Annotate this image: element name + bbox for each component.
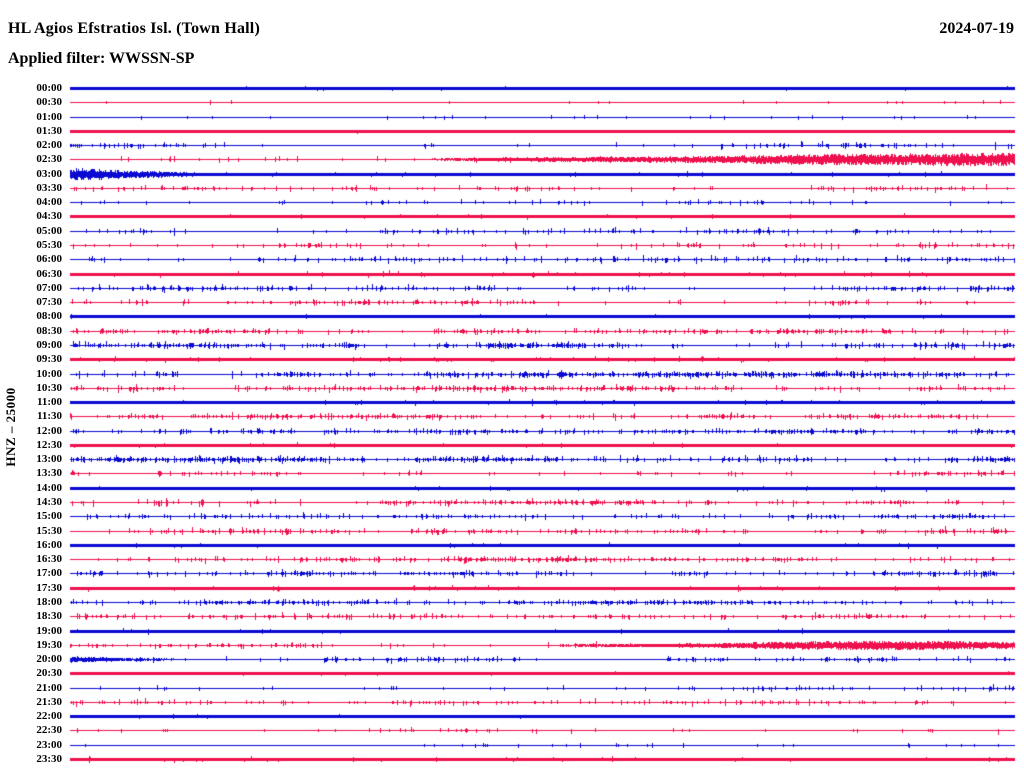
helicorder-canvas xyxy=(0,0,1024,780)
page: { "header": { "station_title": "HL Agios… xyxy=(0,0,1024,780)
